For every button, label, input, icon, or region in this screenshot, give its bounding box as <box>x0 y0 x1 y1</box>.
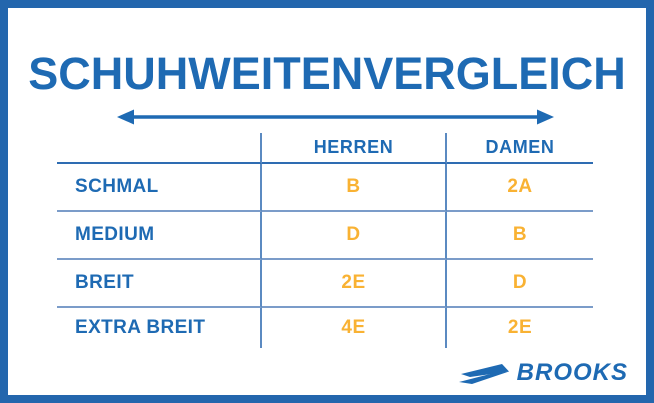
brooks-wordmark: BROOKS <box>516 359 628 386</box>
herren-value-breit: 2E <box>262 260 447 308</box>
row-label-schmal: SCHMAL <box>57 164 262 212</box>
damen-value-extra-breit: 2E <box>507 317 533 338</box>
row-label-medium: MEDIUM <box>57 212 262 260</box>
herren-value-medium: D <box>262 212 447 260</box>
column-header-damen: DAMEN <box>447 133 593 164</box>
page-title: SCHUHWEITENVERGLEICH <box>28 48 626 99</box>
damen-value-schmal: 2A <box>447 164 593 212</box>
comparison-table: HERREN DAMEN SCHMAL B 2A MEDIUM D B BREI… <box>57 133 593 348</box>
damen-value-medium: B <box>447 212 593 260</box>
header-blank-cell <box>57 133 262 164</box>
column-header-herren: HERREN <box>262 133 447 164</box>
brooks-chevron-icon <box>458 363 509 384</box>
row-label-breit: BREIT <box>57 260 262 308</box>
width-range-arrow-icon <box>117 109 554 125</box>
damen-value-breit: D <box>447 260 593 308</box>
herren-value-extra-breit: 4E <box>262 308 447 348</box>
herren-value-schmal: B <box>262 164 447 212</box>
row-label-extra-breit: EXTRA BREIT <box>57 308 262 348</box>
brooks-logo: BROOKS <box>458 361 628 385</box>
